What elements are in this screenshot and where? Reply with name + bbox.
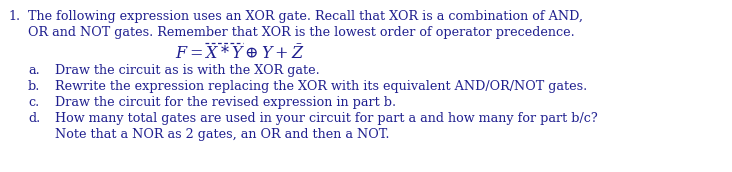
Text: a.: a. (28, 64, 40, 77)
Text: d.: d. (28, 112, 40, 125)
Text: OR and NOT gates. Remember that XOR is the lowest order of operator precedence.: OR and NOT gates. Remember that XOR is t… (28, 26, 575, 39)
Text: Rewrite the expression replacing the XOR with its equivalent AND/OR/NOT gates.: Rewrite the expression replacing the XOR… (55, 80, 587, 93)
Text: $F = X * Y\oplus Y + \bar{Z}$: $F = X * Y\oplus Y + \bar{Z}$ (175, 44, 305, 63)
Text: How many total gates are used in your circuit for part a and how many for part b: How many total gates are used in your ci… (55, 112, 598, 125)
Text: c.: c. (28, 96, 40, 109)
Text: Draw the circuit as is with the XOR gate.: Draw the circuit as is with the XOR gate… (55, 64, 320, 77)
Text: Note that a NOR as 2 gates, an OR and then a NOT.: Note that a NOR as 2 gates, an OR and th… (55, 128, 389, 141)
Text: Draw the circuit for the revised expression in part b.: Draw the circuit for the revised express… (55, 96, 396, 109)
Text: The following expression uses an XOR gate. Recall that XOR is a combination of A: The following expression uses an XOR gat… (28, 10, 583, 23)
Text: 1.: 1. (8, 10, 20, 23)
Text: b.: b. (28, 80, 40, 93)
